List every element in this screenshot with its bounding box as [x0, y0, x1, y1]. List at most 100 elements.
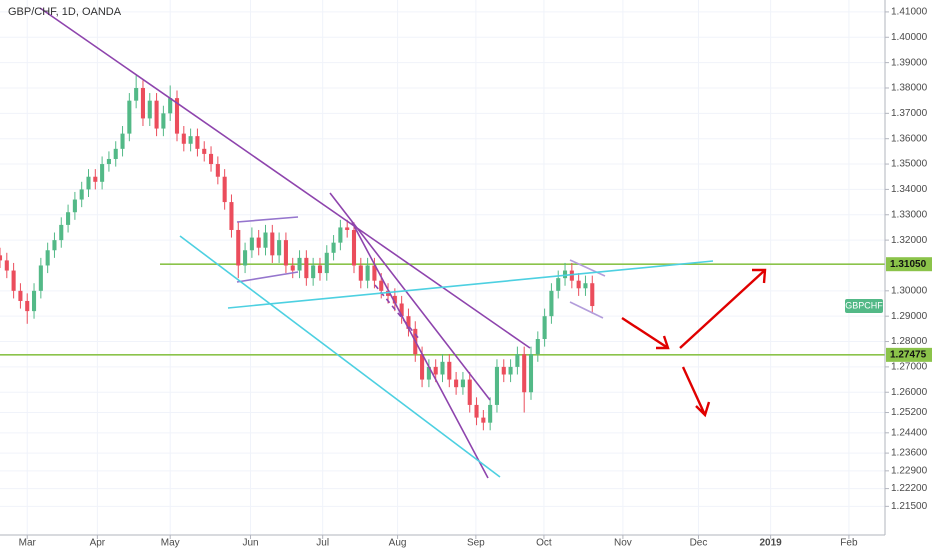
x-tick-label: Apr: [90, 538, 106, 549]
candle-body: [215, 164, 220, 177]
x-tick-label: Feb: [840, 538, 858, 549]
candle-body: [277, 240, 282, 256]
candle-body: [324, 252, 329, 274]
price-label: 1.27475: [890, 349, 927, 360]
y-tick-label: 1.30000: [891, 285, 928, 296]
arrow: [621, 316, 670, 350]
y-tick-label: 1.21500: [891, 501, 928, 512]
candle-body: [549, 290, 554, 317]
candle-body: [562, 270, 568, 279]
candle-body: [161, 113, 166, 129]
candle-body: [379, 280, 384, 291]
trend-line: [227, 260, 714, 309]
candle-body: [52, 240, 57, 251]
candle-body: [113, 148, 118, 159]
candle-body: [290, 265, 295, 271]
axes: [0, 0, 886, 536]
candle-body: [351, 229, 357, 266]
candle-body: [508, 366, 513, 375]
price-label-bg: [886, 257, 932, 272]
candle-body: [263, 232, 268, 248]
candle-body: [522, 354, 527, 393]
candle-body: [11, 270, 16, 291]
candle-body: [168, 98, 173, 114]
candle-body: [59, 224, 64, 241]
y-tick-label: 1.27000: [891, 362, 928, 373]
y-tick-label: 1.36000: [891, 133, 928, 144]
x-tick-label: Nov: [614, 538, 632, 549]
y-tick-label: 1.33000: [891, 209, 928, 220]
y-tick-label: 1.34000: [891, 184, 928, 195]
candle-body: [535, 339, 540, 355]
candle-body: [181, 133, 186, 144]
x-tick-label: Jun: [242, 538, 258, 549]
drawings: [39, 7, 767, 479]
candle-body: [297, 257, 302, 271]
candle-body: [515, 354, 520, 367]
y-tick-label: 1.29000: [891, 311, 928, 322]
symbol-tag: GBPCHF: [845, 300, 883, 310]
candle-body: [304, 257, 309, 279]
x-tick-label: 2019: [760, 538, 783, 549]
candle-body: [120, 133, 125, 149]
y-tick-label: 1.35000: [891, 159, 928, 170]
y-tick-label: 1.39000: [891, 57, 928, 68]
y-tick-label: 1.24400: [891, 427, 928, 438]
candle-body: [236, 229, 241, 266]
candle-body: [331, 242, 336, 253]
y-tick-label: 1.26000: [891, 387, 928, 398]
trend-line: [374, 284, 421, 341]
candle-body: [467, 379, 472, 405]
candle-body: [18, 290, 23, 301]
candle-body: [447, 361, 452, 380]
candle-body: [372, 265, 377, 281]
x-tick-label: Oct: [536, 538, 552, 549]
arrow: [679, 268, 767, 349]
candle-body: [270, 232, 275, 256]
candle-body: [0, 255, 3, 261]
candle-body: [556, 278, 561, 291]
candle-body: [45, 250, 50, 266]
candles: [0, 75, 595, 431]
candle-body: [31, 290, 37, 312]
candle-body: [358, 265, 363, 281]
candle-body: [569, 270, 574, 281]
candle-body: [454, 379, 459, 388]
candle-body: [4, 260, 9, 271]
y-tick-label: 1.28000: [891, 336, 928, 347]
candle-body: [93, 176, 98, 182]
candle-body: [202, 148, 207, 154]
x-tick-label: Mar: [19, 538, 37, 549]
candle-body: [222, 176, 227, 203]
candle-body: [576, 280, 581, 289]
x-tick-label: Sep: [467, 538, 485, 549]
candle-body: [440, 361, 445, 375]
channel-line: [569, 301, 604, 319]
symbol-tag-bg: [845, 299, 883, 314]
candle-body: [25, 300, 30, 312]
candle-body: [134, 87, 139, 101]
trend-line: [39, 7, 531, 349]
y-tick-label: 1.32000: [891, 235, 928, 246]
candle-body: [488, 404, 493, 423]
chart-title: GBP/CHF, 1D, OANDA: [8, 6, 122, 18]
x-tick-label: Jul: [316, 538, 329, 549]
candle-body: [542, 316, 547, 340]
candle-body: [433, 366, 438, 375]
x-tick-label: Dec: [690, 538, 708, 549]
candle-body: [420, 354, 425, 380]
candle-body: [127, 100, 132, 134]
x-tick-label: May: [161, 538, 180, 549]
candle-body: [590, 283, 595, 307]
arrows: [621, 268, 767, 418]
candle-body: [460, 379, 465, 388]
candle-body: [243, 250, 248, 266]
candle-body: [86, 176, 91, 190]
candle-body: [66, 212, 71, 225]
y-tick-label: 1.25200: [891, 407, 928, 418]
candle-body: [528, 354, 534, 393]
candle-body: [283, 240, 288, 266]
